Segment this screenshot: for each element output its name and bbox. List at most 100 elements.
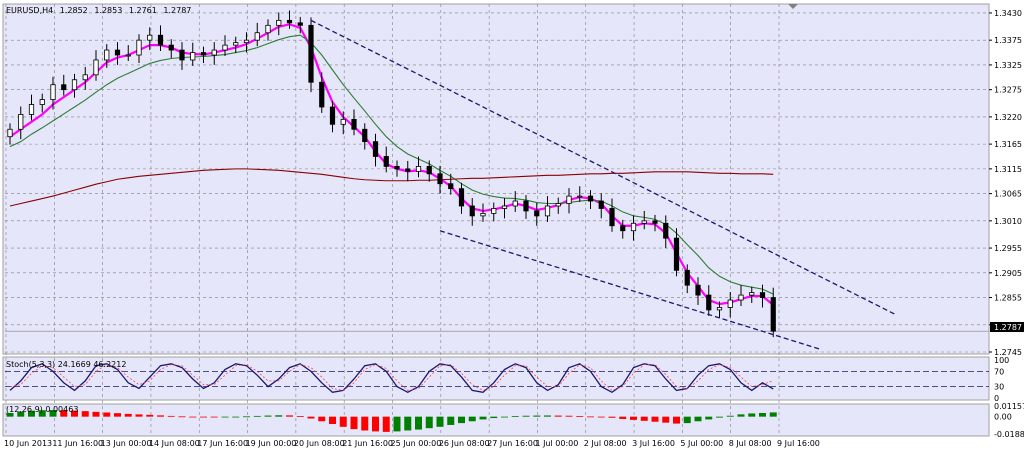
candle-body	[93, 59, 99, 76]
macd-bar	[232, 416, 240, 418]
macd-bar	[71, 410, 78, 417]
macd-bar	[318, 416, 326, 422]
macd-panel-background	[2, 403, 990, 437]
stoch-tick-label: 70	[994, 367, 1004, 376]
macd-bar	[737, 414, 745, 417]
candle-body	[491, 208, 497, 214]
time-tick-label: 2 Jul 08:00	[584, 439, 627, 448]
symbol-label: EURUSD,H4	[6, 6, 53, 15]
candle-body	[276, 19, 282, 26]
macd-bar	[533, 415, 541, 417]
time-tick-label: 25 Jun 00:00	[391, 439, 442, 448]
macd-bar	[436, 416, 444, 427]
macd-bar	[587, 416, 594, 418]
price-tick-label: 1.3165	[994, 140, 1022, 149]
candle-body	[372, 141, 379, 157]
candle-body	[630, 222, 637, 232]
candle-body	[405, 168, 411, 172]
chart-shift-marker-icon[interactable]	[788, 4, 798, 9]
macd-bar	[92, 411, 100, 417]
time-tick-label: 8 Jul 08:00	[729, 439, 772, 448]
candle-body	[609, 208, 615, 227]
macd-bar	[210, 416, 218, 418]
stoch-label: Stoch(5,3,3) 24.1669 46.2212	[6, 360, 126, 369]
main-panel-background	[2, 3, 990, 355]
macd-bar	[178, 416, 186, 418]
candle-body	[222, 44, 228, 51]
candle-body	[663, 222, 669, 239]
price-tick-label: 1.3275	[994, 86, 1022, 95]
candle-body	[437, 173, 443, 185]
candle-body	[319, 81, 325, 108]
candle-body	[211, 49, 217, 56]
macd-bar	[769, 412, 777, 417]
candle-body	[147, 34, 153, 41]
candle-body	[426, 165, 432, 175]
time-tick-label: 1 Jul 00:00	[535, 439, 578, 448]
candle-body	[534, 210, 540, 217]
stoch-tick-label: 30	[994, 383, 1004, 392]
time-tick-label: 21 Jun 16:00	[342, 439, 393, 448]
stoch-stoch_main	[9, 363, 774, 394]
price-tick-label: 1.3065	[994, 190, 1022, 199]
candle-body	[265, 24, 271, 34]
macd-bar	[415, 416, 422, 430]
candle-body	[555, 203, 561, 207]
macd-bar	[458, 416, 465, 424]
candle-body	[566, 195, 572, 204]
candle-body	[125, 54, 131, 57]
candle-body	[254, 32, 260, 41]
candle-body	[480, 213, 486, 217]
macd-bar	[640, 416, 648, 421]
macd-bar	[619, 416, 627, 419]
candle-body	[716, 307, 723, 311]
macd-bar	[748, 413, 756, 417]
candle-body	[157, 34, 164, 46]
macd-bar	[705, 416, 713, 420]
candle-body	[362, 128, 368, 143]
candle-body	[308, 24, 314, 83]
time-tick-label: 10 Jun 2013	[4, 439, 52, 448]
macd-bar	[286, 415, 293, 417]
macd-bar	[447, 416, 455, 425]
stochastic-oscillator	[5, 363, 989, 394]
candle-body	[200, 52, 207, 56]
macd-bar	[683, 416, 691, 424]
macd-bar	[329, 416, 336, 425]
macd-tick-label: 0.01157	[994, 402, 1024, 411]
candle-body	[458, 188, 465, 207]
open-value: 1.2852	[60, 6, 88, 15]
candle-body	[7, 128, 13, 138]
candle-body	[759, 292, 766, 298]
candle-body	[82, 74, 88, 81]
candle-body	[523, 200, 529, 212]
grid	[5, 4, 989, 436]
stoch-tick-label: 0	[994, 394, 999, 403]
macd-tick-label: 0.00	[994, 413, 1012, 422]
time-tick-label: 27 Jun 16:00	[487, 439, 538, 448]
time-tick-label: 26 Jun 08:00	[439, 439, 490, 448]
time-tick-label: 17 Jun 16:00	[197, 439, 248, 448]
candle-body	[448, 183, 454, 190]
candle-body	[351, 118, 357, 130]
macd-bar	[425, 416, 433, 429]
time-tick-label: 11 Jun 16:00	[52, 439, 103, 448]
time-tick-label: 5 Jul 00:00	[680, 439, 723, 448]
stoch-stoch_signal	[9, 364, 774, 391]
price-tick-label: 1.3325	[994, 61, 1022, 70]
time-tick-label: 9 Jul 16:00	[777, 439, 820, 448]
low-value: 1.2761	[129, 6, 157, 15]
price-tick-label: 1.3115	[994, 165, 1022, 174]
candle-body	[749, 292, 755, 296]
macd-bar	[393, 416, 401, 432]
candle-body	[18, 114, 24, 130]
trendline[interactable]	[439, 230, 822, 351]
current-price-marker-bg	[990, 322, 1024, 332]
macd-bar	[544, 415, 551, 417]
trendline[interactable]	[310, 19, 897, 316]
macd-bar	[372, 416, 379, 432]
price-tick-label: 1.3430	[994, 9, 1022, 18]
